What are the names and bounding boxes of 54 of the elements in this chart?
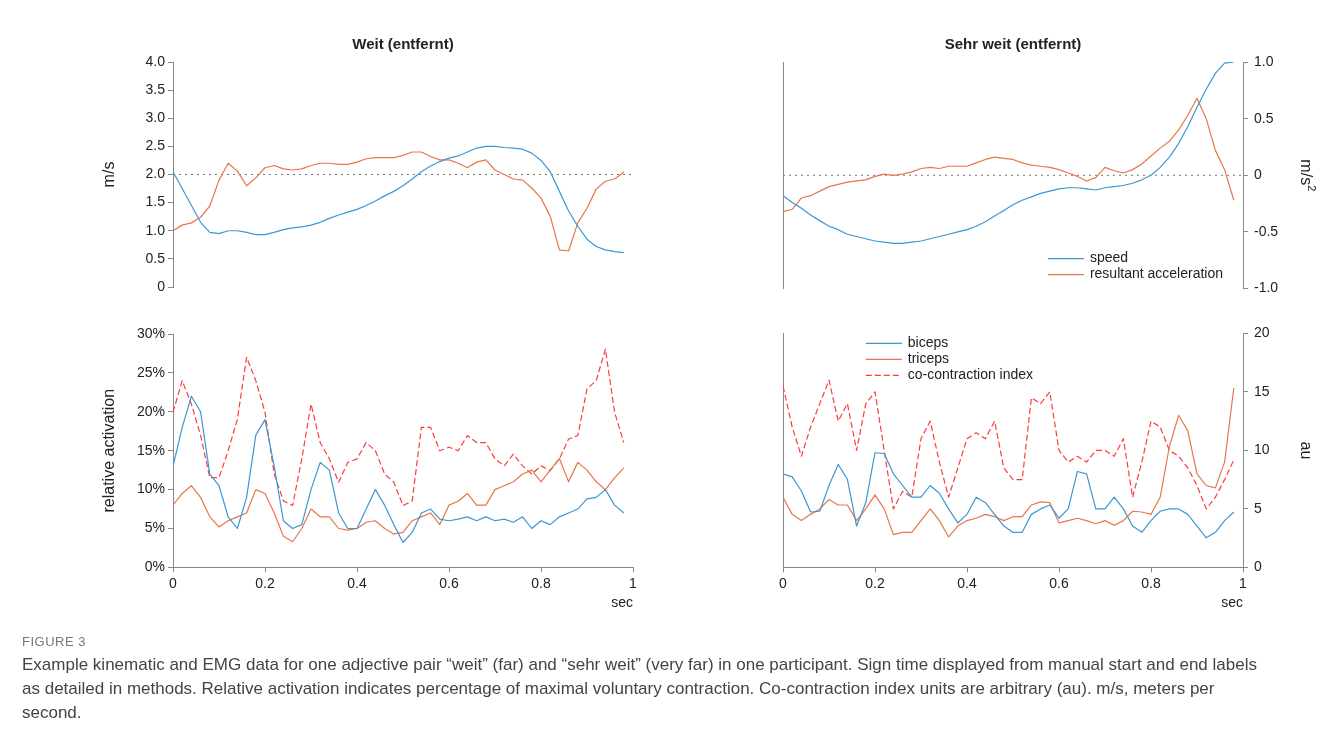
x-tick-label: 0.2 bbox=[865, 574, 885, 591]
y2-axis-title: m/s2 bbox=[1297, 159, 1319, 192]
y-tick-label: 0 bbox=[157, 277, 166, 294]
y-tick-label: 15% bbox=[136, 441, 165, 458]
y-axis-title: m/s bbox=[100, 161, 118, 188]
chart-title: Sehr weit (entfernt) bbox=[944, 35, 1082, 53]
x-tick-label: 0.8 bbox=[531, 574, 551, 591]
y2-tick-label: -1.0 bbox=[1254, 279, 1279, 296]
x-tick-label: 1 bbox=[629, 574, 638, 591]
y2-tick-label: 10 bbox=[1254, 441, 1270, 458]
y2-tick-label: 1.0 bbox=[1254, 52, 1274, 69]
y2-tick-label: 0.5 bbox=[1254, 109, 1274, 126]
x-axis-title: sec bbox=[611, 594, 633, 611]
y2-tick-label: 0 bbox=[1254, 558, 1262, 575]
legend-label: triceps bbox=[907, 350, 950, 367]
legend-label: resultant acceleration bbox=[1089, 265, 1223, 282]
legend-label: speed bbox=[1089, 249, 1129, 266]
y-tick-label: 5% bbox=[144, 519, 165, 536]
y-tick-label: 0.5 bbox=[145, 249, 166, 266]
y-tick-label: 3.0 bbox=[145, 109, 166, 126]
x-tick-label: 0.6 bbox=[1049, 574, 1069, 591]
y2-tick-label: 0 bbox=[1254, 166, 1262, 183]
y-tick-label: 20% bbox=[136, 402, 165, 419]
chart-title: Weit (entfernt) bbox=[352, 35, 454, 53]
x-tick-label: 0.4 bbox=[957, 574, 977, 591]
x-tick-label: 0.6 bbox=[439, 574, 459, 591]
y-tick-label: 1.0 bbox=[145, 221, 166, 238]
y2-tick-label: 5 bbox=[1254, 499, 1262, 516]
legend-label: co-contraction index bbox=[907, 366, 1034, 383]
caption: FIGURE 3 bbox=[22, 634, 87, 649]
y-tick-label: 0% bbox=[144, 558, 165, 575]
y-axis-title: relative activation bbox=[100, 388, 118, 513]
y-tick-label: 2.5 bbox=[145, 137, 166, 154]
y-tick-label: 3.5 bbox=[145, 80, 166, 97]
x-tick-label: 0.8 bbox=[1141, 574, 1161, 591]
y-tick-label: 10% bbox=[136, 480, 165, 497]
y2-tick-label: 15 bbox=[1254, 382, 1270, 399]
y-tick-label: 1.5 bbox=[145, 193, 166, 210]
x-axis-title: sec bbox=[1221, 594, 1243, 611]
y-tick-label: 4.0 bbox=[145, 52, 166, 69]
x-tick-label: 0 bbox=[169, 574, 178, 591]
y2-axis-title: au bbox=[1297, 441, 1315, 460]
x-tick-label: 0.4 bbox=[347, 574, 367, 591]
y-tick-label: 30% bbox=[136, 324, 165, 341]
x-tick-label: 0 bbox=[779, 574, 788, 591]
legend-label: biceps bbox=[907, 334, 949, 351]
line-series bbox=[783, 379, 1235, 510]
x-tick-label: 1 bbox=[1239, 574, 1248, 591]
x-tick-label: 0.2 bbox=[255, 574, 275, 591]
y-tick-label: 2.0 bbox=[145, 165, 166, 182]
text: Example kinematic and EMG data for one adjective pair “weit” (far) and “sehr weit” (very far) in one participant. Sign time displayed from manual start and end labels as detailed in methods. Relative activation indicates percentage of maximal voluntary contraction. Co-contraction index units are arbitrary (au). m/s, meters per second. bbox=[22, 654, 1258, 724]
y-tick-label: 25% bbox=[136, 363, 165, 380]
y2-tick-label: 20 bbox=[1254, 324, 1270, 341]
y2-tick-label: -0.5 bbox=[1254, 222, 1279, 239]
